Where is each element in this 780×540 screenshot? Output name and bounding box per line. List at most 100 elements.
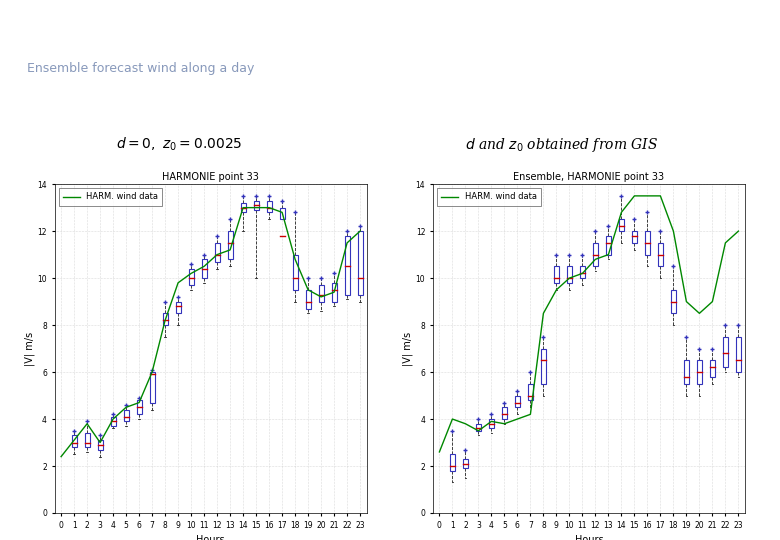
HARM. wind data xyxy=(695,310,704,316)
Bar xyxy=(111,417,115,426)
HARM. wind data xyxy=(682,298,691,305)
Bar xyxy=(541,349,546,384)
HARM. wind data xyxy=(565,275,574,281)
HARM. wind data xyxy=(200,263,209,269)
Legend: HARM. wind data: HARM. wind data xyxy=(437,188,541,206)
Bar xyxy=(450,454,455,471)
HARM. wind data xyxy=(707,298,717,305)
Bar xyxy=(72,435,76,447)
Bar xyxy=(201,259,207,278)
HARM. wind data xyxy=(212,252,222,258)
Bar xyxy=(710,360,714,377)
HARM. wind data xyxy=(512,416,522,422)
HARM. wind data xyxy=(83,421,92,427)
HARM. wind data xyxy=(317,294,326,300)
HARM. wind data xyxy=(303,287,313,293)
HARM. wind data xyxy=(526,411,535,417)
HARM. wind data xyxy=(721,240,730,246)
Bar xyxy=(357,231,363,294)
Text: Ensemble methods: Ensemble methods xyxy=(27,25,236,44)
Bar xyxy=(515,395,520,407)
Title: Ensemble, HARMONIE point 33: Ensemble, HARMONIE point 33 xyxy=(513,172,665,182)
Bar xyxy=(240,203,246,212)
Bar xyxy=(228,231,232,259)
HARM. wind data xyxy=(290,256,300,262)
Text: $d$ and $z_0$ obtained from GIS: $d$ and $z_0$ obtained from GIS xyxy=(465,136,658,153)
Bar xyxy=(671,290,675,313)
Bar xyxy=(723,337,728,367)
HARM. wind data xyxy=(69,437,79,443)
HARM. wind data xyxy=(668,228,678,234)
HARM. wind data xyxy=(590,256,600,262)
Bar xyxy=(189,269,193,285)
Bar xyxy=(619,219,624,231)
HARM. wind data xyxy=(617,209,626,215)
HARM. wind data xyxy=(643,193,652,199)
HARM. wind data xyxy=(473,428,483,434)
HARM. wind data xyxy=(251,205,261,211)
HARM. wind data xyxy=(278,209,287,215)
HARM. wind data xyxy=(629,193,639,199)
Bar xyxy=(345,236,349,294)
Bar xyxy=(580,266,585,278)
HARM. wind data xyxy=(500,421,509,427)
Bar xyxy=(279,208,285,219)
HARM. wind data xyxy=(161,317,170,323)
Y-axis label: |V| m/s: |V| m/s xyxy=(402,332,413,366)
Bar xyxy=(292,255,298,290)
HARM. wind data xyxy=(356,228,365,234)
Bar xyxy=(306,290,310,309)
Bar xyxy=(150,372,154,403)
HARM. wind data xyxy=(578,270,587,276)
HARM. wind data xyxy=(56,454,66,460)
Bar xyxy=(645,231,650,255)
Bar xyxy=(136,400,142,414)
Bar xyxy=(658,243,663,266)
Bar xyxy=(606,236,611,255)
Bar xyxy=(567,266,572,283)
HARM. wind data xyxy=(539,310,548,316)
Title: HARMONIE point 33: HARMONIE point 33 xyxy=(162,172,259,182)
X-axis label: Hours: Hours xyxy=(575,535,603,540)
HARM. wind data xyxy=(551,287,561,293)
Bar xyxy=(123,410,129,421)
Bar xyxy=(267,200,271,212)
Bar xyxy=(463,459,468,468)
HARM. wind data xyxy=(329,289,339,295)
Bar xyxy=(98,440,103,450)
HARM. wind data xyxy=(173,280,183,286)
X-axis label: Hours: Hours xyxy=(197,535,225,540)
HARM. wind data xyxy=(604,252,613,258)
Bar xyxy=(318,285,324,301)
Bar xyxy=(554,266,559,283)
HARM. wind data xyxy=(342,240,352,246)
HARM. wind data xyxy=(434,449,444,455)
HARM. wind data xyxy=(108,416,118,422)
Bar xyxy=(254,200,259,210)
HARM. wind data xyxy=(147,369,157,375)
HARM. wind data xyxy=(95,440,105,446)
Bar xyxy=(162,313,168,325)
Bar xyxy=(85,433,90,447)
HARM. wind data xyxy=(122,404,131,410)
Bar xyxy=(528,384,533,400)
Bar xyxy=(476,424,480,431)
HARM. wind data xyxy=(487,418,496,424)
Text: $d = 0, \ z_0 = 0.0025$: $d = 0, \ z_0 = 0.0025$ xyxy=(116,136,243,153)
Bar xyxy=(332,283,337,301)
Legend: HARM. wind data: HARM. wind data xyxy=(58,188,162,206)
HARM. wind data xyxy=(239,205,248,211)
HARM. wind data xyxy=(134,400,144,406)
HARM. wind data xyxy=(461,421,470,427)
Line: HARM. wind data: HARM. wind data xyxy=(439,196,739,452)
Text: Ensemble forecast wind along a day: Ensemble forecast wind along a day xyxy=(27,62,255,76)
HARM. wind data xyxy=(656,193,665,199)
Bar xyxy=(176,301,180,313)
Bar xyxy=(593,243,598,266)
Bar xyxy=(736,337,741,372)
Bar xyxy=(697,360,702,384)
Bar xyxy=(632,231,637,243)
HARM. wind data xyxy=(225,247,235,253)
Bar xyxy=(502,407,507,419)
Bar xyxy=(215,243,220,262)
